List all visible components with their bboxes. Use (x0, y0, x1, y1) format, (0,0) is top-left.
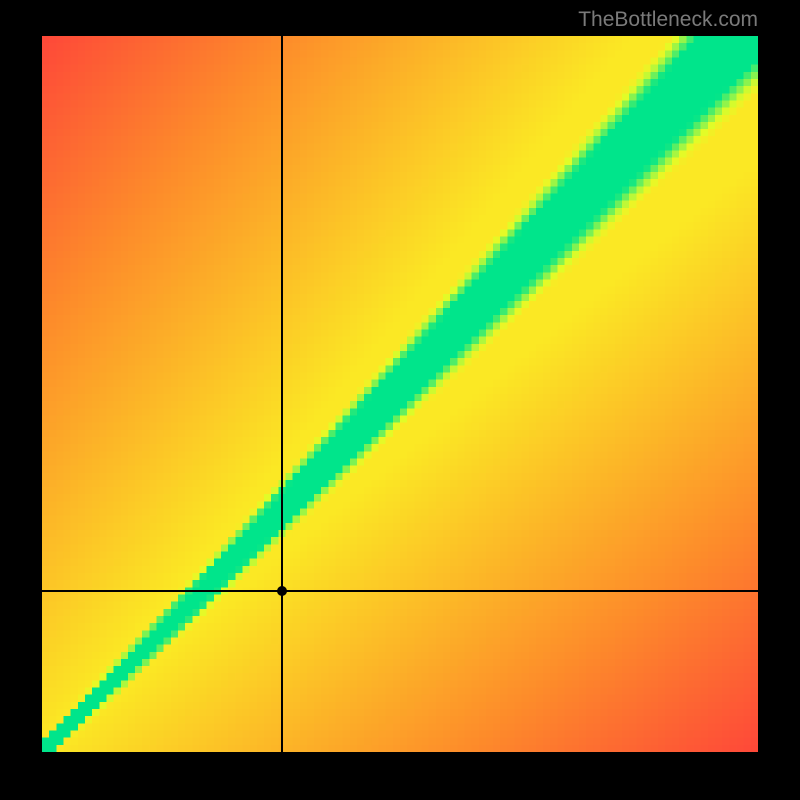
crosshair-vertical (281, 36, 283, 752)
plot-area (42, 36, 758, 752)
intersection-marker (277, 586, 287, 596)
watermark-text: TheBottleneck.com (578, 8, 758, 32)
heatmap-canvas (42, 36, 758, 752)
crosshair-horizontal (42, 590, 758, 592)
